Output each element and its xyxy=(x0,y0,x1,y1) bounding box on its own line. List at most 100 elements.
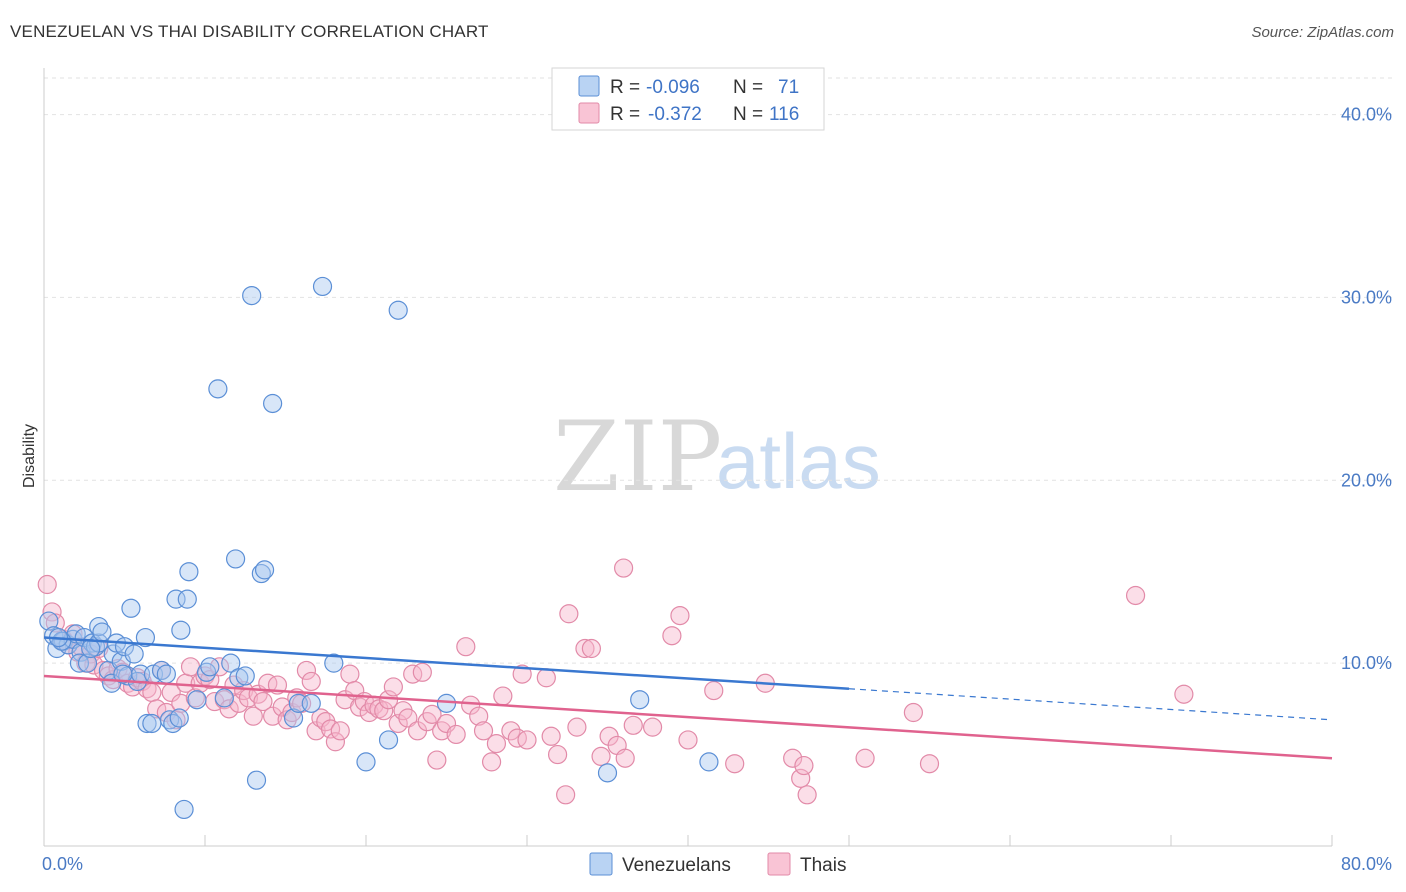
legend-n-value-thais: 116 xyxy=(769,104,799,125)
thais-point xyxy=(536,668,556,688)
venezuelans-point xyxy=(103,644,123,664)
venezuelans-point xyxy=(324,653,344,673)
thais-point xyxy=(704,680,724,701)
venezuelans-point xyxy=(174,799,194,820)
thais-point xyxy=(219,699,239,719)
x-axis-ticks xyxy=(43,835,1333,846)
venezuelans-point xyxy=(171,620,191,640)
venezuelans-point xyxy=(235,666,255,686)
venezuelans-point xyxy=(221,653,241,673)
venezuelans-point xyxy=(142,713,162,734)
thais-point xyxy=(501,721,521,741)
venezuelans-point xyxy=(124,644,144,664)
thais-point xyxy=(783,748,803,768)
legend-swatch-venezuelans xyxy=(578,75,600,97)
thais-point xyxy=(147,699,167,719)
series-venezuelans xyxy=(39,276,719,820)
venezuelans-point xyxy=(251,563,271,584)
thais-point xyxy=(791,768,811,788)
legend-r-label-thais: R = xyxy=(610,104,640,125)
thais-point xyxy=(388,713,408,734)
thais-point xyxy=(575,638,595,659)
venezuelans-point xyxy=(242,286,262,306)
thais-point xyxy=(493,686,513,706)
thais-point xyxy=(903,702,924,723)
thais-point xyxy=(325,732,346,752)
series-legend: Venezuelans Thais xyxy=(589,852,846,876)
thais-point xyxy=(412,662,432,682)
thais-point xyxy=(446,724,466,745)
thais-point xyxy=(623,715,643,735)
bottom-legend-label-venezuelans: Venezuelans xyxy=(622,855,731,876)
stats-legend: R = -0.096 N = 71 R = -0.372 N = 116 xyxy=(551,67,825,131)
venezuelans-point xyxy=(77,653,98,673)
thais-point xyxy=(296,660,317,681)
thais-point xyxy=(253,691,273,712)
venezuelans-point xyxy=(179,562,199,582)
thais-point xyxy=(427,750,447,770)
venezuelans-point xyxy=(159,710,180,730)
thais-point xyxy=(642,717,663,737)
thais-point xyxy=(725,754,745,774)
venezuelans-point xyxy=(246,770,267,790)
venezuelans-point xyxy=(597,763,618,783)
venezuelans-point xyxy=(214,688,234,708)
venezuelans-point xyxy=(630,690,650,710)
venezuelans-point xyxy=(312,276,333,297)
venezuelans-point xyxy=(187,690,207,710)
trend-line-venezuelans-extended xyxy=(848,688,1333,721)
legend-n-label-thais: N = xyxy=(733,104,763,125)
venezuelans-point xyxy=(156,664,176,684)
thais-point xyxy=(330,721,350,741)
thais-point xyxy=(403,664,423,684)
bottom-legend-swatch-thais xyxy=(767,852,791,876)
y-tick-label: 30.0% xyxy=(1341,287,1392,307)
thais-point xyxy=(1125,585,1146,606)
thais-point xyxy=(374,701,394,721)
thais-point xyxy=(794,755,814,776)
venezuelans-point xyxy=(436,693,457,713)
gridlines xyxy=(44,77,1392,664)
thais-point xyxy=(469,706,489,726)
venezuelans-point xyxy=(356,752,376,772)
venezuelans-point xyxy=(177,589,197,609)
bottom-legend-swatch-venezuelans xyxy=(589,852,613,876)
thais-point xyxy=(340,664,360,684)
source-credit: Source: ZipAtlas.com xyxy=(1251,24,1394,41)
chart-title: VENEZUELAN VS THAI DISABILITY CORRELATIO… xyxy=(10,22,489,41)
venezuelans-point xyxy=(81,638,101,659)
x-tick-label: 80.0% xyxy=(1341,854,1392,874)
y-axis-label: Disability xyxy=(21,424,38,488)
y-tick-label: 20.0% xyxy=(1341,470,1392,490)
thais-point xyxy=(855,748,875,768)
thais-point xyxy=(662,626,682,646)
legend-r-value-venezuelans: -0.096 xyxy=(646,77,700,98)
thais-point xyxy=(591,746,611,767)
thais-point xyxy=(559,604,579,624)
y-tick-label: 40.0% xyxy=(1341,105,1392,125)
venezuelans-point xyxy=(113,664,133,684)
bottom-legend-label-thais: Thais xyxy=(800,855,846,876)
venezuelans-point xyxy=(121,598,141,618)
series-thais xyxy=(37,558,1194,805)
venezuelans-point xyxy=(208,379,228,399)
thais-point xyxy=(243,706,263,726)
legend-n-value-venezuelans: 71 xyxy=(778,77,799,98)
thais-point xyxy=(301,671,321,692)
thais-point xyxy=(461,695,481,715)
thais-point xyxy=(229,693,249,713)
venezuelans-point xyxy=(89,616,109,637)
thais-point xyxy=(507,728,527,748)
thais-point xyxy=(919,754,940,774)
trend-lines xyxy=(43,636,1333,760)
thais-point xyxy=(567,717,587,737)
y-tick-labels: 10.0% 20.0% 30.0% 40.0% xyxy=(1341,105,1392,674)
venezuelans-point xyxy=(225,549,246,569)
venezuelans-point xyxy=(39,611,59,631)
thais-point xyxy=(436,713,457,734)
thais-point xyxy=(613,558,634,578)
x-tick-label: 0.0% xyxy=(42,854,83,874)
watermark-atlas: atlas xyxy=(716,417,881,505)
thais-point xyxy=(547,744,568,765)
